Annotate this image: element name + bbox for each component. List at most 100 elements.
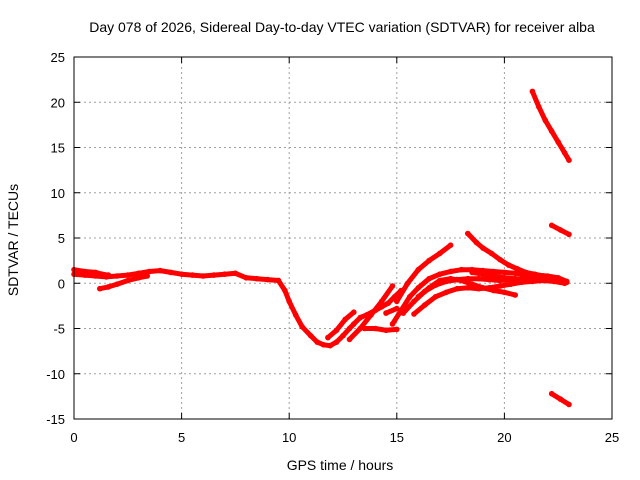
y-tick-label: 10 [51, 186, 65, 201]
data-point [299, 323, 305, 330]
data-point [458, 277, 465, 284]
data-point [400, 310, 407, 316]
data-point [411, 311, 417, 317]
data-point [536, 104, 542, 110]
data-point [357, 314, 364, 321]
series-track-mid-c [361, 325, 400, 334]
data-point [168, 269, 174, 276]
data-series [71, 88, 572, 408]
series-line [415, 276, 518, 300]
data-point [443, 289, 450, 296]
data-point [389, 283, 396, 289]
data-point [351, 321, 357, 327]
data-point [286, 298, 293, 305]
grid-lines [74, 57, 612, 419]
data-point [114, 281, 120, 288]
data-point [475, 275, 482, 282]
y-tick-label: 15 [51, 141, 65, 156]
data-point [561, 150, 568, 156]
data-point [544, 277, 551, 284]
data-point [501, 275, 508, 281]
data-point [394, 326, 400, 333]
data-point [415, 266, 422, 273]
x-tick-label: 10 [282, 430, 296, 445]
data-point [469, 269, 475, 276]
data-point [211, 272, 217, 278]
data-point [144, 273, 150, 279]
y-tick-label: 25 [51, 50, 65, 65]
series-track-rise-b [394, 242, 454, 305]
data-point [557, 227, 564, 233]
data-point [404, 280, 411, 287]
series-track-early-b [71, 266, 112, 278]
data-point [469, 281, 475, 288]
data-point [97, 285, 103, 292]
data-point [372, 325, 379, 332]
y-tick-label: -5 [53, 322, 65, 337]
data-point [135, 270, 142, 277]
series-track-mid-d [383, 305, 400, 316]
x-tick-label: 20 [497, 430, 511, 445]
plot-frame [73, 56, 613, 420]
data-point [383, 327, 389, 334]
data-point [146, 268, 153, 275]
data-point [480, 245, 486, 251]
data-point [523, 269, 529, 276]
data-point [125, 277, 131, 284]
chart-title: Day 078 of 2026, Sidereal Day-to-day VTE… [89, 19, 595, 35]
y-axis-label: SDTVAR / TECUs [5, 184, 21, 296]
series-track-mid-right [548, 222, 572, 238]
y-tick-label: 20 [51, 95, 65, 110]
data-point [406, 294, 413, 300]
data-point [490, 268, 497, 275]
data-point [114, 273, 120, 279]
data-point [561, 279, 568, 286]
data-point [480, 271, 486, 278]
data-point [105, 272, 112, 278]
data-point [325, 334, 331, 341]
series-line [529, 88, 572, 163]
data-point [501, 289, 508, 296]
data-point [340, 332, 346, 339]
data-point [125, 272, 131, 278]
data-point [447, 242, 454, 248]
x-tick-label: 15 [390, 430, 404, 445]
data-point [512, 292, 518, 298]
series-track-mid-a [325, 309, 357, 341]
data-point [378, 298, 385, 305]
data-point [542, 117, 549, 124]
series-track-mid-b [346, 283, 396, 343]
y-tick-label: 5 [58, 231, 65, 246]
data-point [221, 271, 228, 278]
data-point [426, 275, 432, 282]
data-point [523, 275, 529, 282]
data-point [508, 281, 514, 288]
data-point [426, 257, 432, 264]
data-point [232, 270, 239, 277]
data-point [490, 273, 497, 279]
data-point [465, 285, 471, 291]
data-point [254, 275, 260, 282]
data-point [82, 268, 88, 275]
x-tick-label: 5 [178, 430, 185, 445]
data-point [264, 276, 271, 283]
data-point [307, 332, 314, 339]
data-point [411, 298, 417, 305]
data-point [320, 342, 327, 348]
data-point [346, 336, 353, 343]
data-point [351, 309, 357, 316]
series-line [325, 309, 357, 341]
data-point [555, 139, 561, 145]
series-track-late-b [469, 269, 568, 286]
data-point [533, 276, 540, 283]
data-point [282, 287, 288, 294]
y-tick-label: 0 [58, 276, 65, 291]
x-tick-label: 25 [605, 430, 619, 445]
data-point [497, 256, 503, 263]
series-line [362, 326, 400, 333]
data-point [389, 321, 396, 327]
data-point [497, 283, 503, 289]
data-point [327, 342, 333, 349]
data-point [454, 285, 460, 292]
